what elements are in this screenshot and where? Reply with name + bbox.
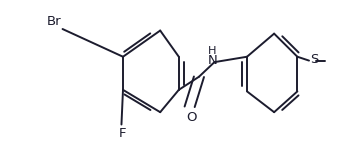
Text: S: S	[310, 53, 319, 66]
Text: N: N	[207, 54, 217, 67]
Text: F: F	[119, 127, 127, 140]
Text: O: O	[186, 111, 196, 124]
Text: Br: Br	[47, 15, 61, 28]
Text: H: H	[208, 46, 217, 56]
